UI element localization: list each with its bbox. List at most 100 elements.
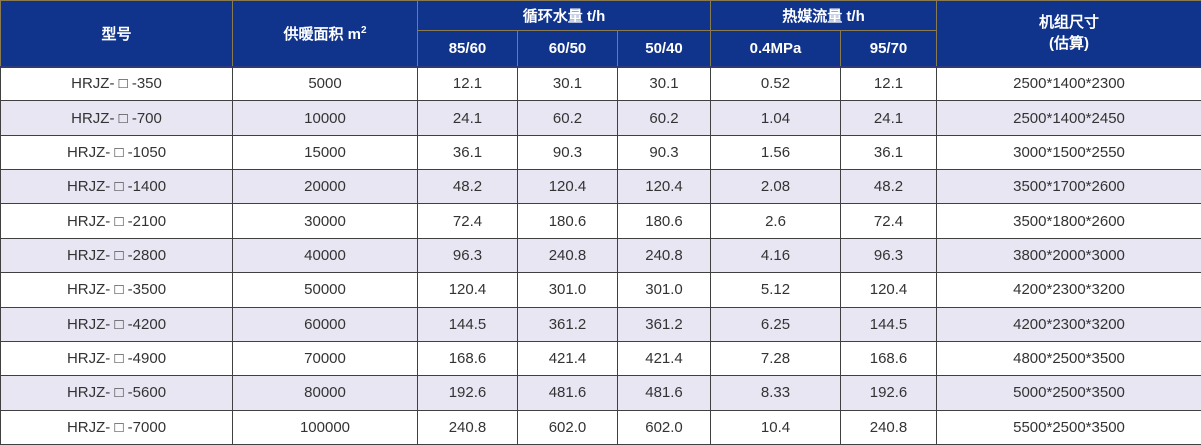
cell-0-4mpa: 1.56: [710, 134, 842, 171]
table-row: HRJZ- □ -4200 60000 144.5 361.2 361.2 6.25 144…: [0, 306, 1201, 342]
cell-95-70: 72.4: [840, 203, 938, 239]
cell-model: HRJZ- □ -2800: [0, 237, 233, 274]
header-0-4mpa: 0.4MPa: [710, 30, 842, 67]
cell-model: HRJZ- □ -4200: [0, 306, 233, 342]
cell-unit-size: 5000*2500*3500: [936, 375, 1201, 411]
cell-95-70: 168.6: [840, 340, 938, 377]
cell-unit-size: 3800*2000*3000: [936, 237, 1201, 274]
table-header: 型号 供暖面积 m2 循环水量 t/h 热媒流量 t/h 机组尺寸 (估算) 8…: [0, 0, 1201, 67]
cell-85-60: 240.8: [417, 409, 518, 445]
header-heating-area-label: 供暖面积 m: [283, 25, 361, 43]
cell-60-50: 301.0: [517, 272, 618, 308]
cell-unit-size: 2500*1400*2450: [936, 100, 1201, 136]
cell-85-60: 12.1: [417, 65, 518, 102]
header-sub-row: 85/60 60/50 50/40 0.4MPa 95/70: [1, 30, 1201, 67]
cell-50-40: 60.2: [616, 100, 712, 136]
cell-50-40: 30.1: [616, 65, 712, 102]
cell-50-40: 180.6: [616, 203, 712, 239]
header-heating-area-sup: 2: [360, 24, 367, 36]
cell-85-60: 144.5: [417, 306, 518, 342]
header-60-50: 60/50: [517, 30, 618, 67]
table-row: HRJZ- □ -4900 70000 168.6 421.4 421.4 7.28 168…: [0, 340, 1201, 377]
cell-0-4mpa: 2.08: [710, 169, 842, 205]
table-body: HRJZ- □ -350 5000 12.1 30.1 30.1 0.52 12.1 2500…: [0, 65, 1201, 445]
cell-85-60: 72.4: [417, 203, 518, 239]
cell-0-4mpa: 5.12: [710, 272, 842, 308]
cell-60-50: 240.8: [517, 237, 618, 274]
cell-unit-size: 4800*2500*3500: [936, 340, 1201, 377]
header-unit-size: 机组尺寸 (估算): [936, 0, 1201, 67]
cell-50-40: 421.4: [616, 340, 712, 377]
cell-heating-area: 10000: [232, 100, 418, 136]
cell-95-70: 12.1: [840, 65, 938, 102]
cell-heating-area: 30000: [232, 203, 418, 239]
table-row: HRJZ- □ -2100 30000 72.4 180.6 180.6 2.6 72.4 3…: [0, 203, 1201, 239]
header-unit-size-line1: 机组尺寸: [1039, 13, 1100, 31]
cell-50-40: 90.3: [616, 134, 712, 171]
cell-heating-area: 60000: [232, 306, 418, 342]
header-85-60: 85/60: [417, 30, 518, 67]
cell-60-50: 60.2: [517, 100, 618, 136]
cell-model: HRJZ- □ -2100: [0, 203, 233, 239]
cell-50-40: 301.0: [616, 272, 712, 308]
cell-95-70: 144.5: [840, 306, 938, 342]
table-row: HRJZ- □ -5600 80000 192.6 481.6 481.6 8.33 192…: [0, 375, 1201, 411]
cell-50-40: 361.2: [616, 306, 712, 342]
header-heat-medium-group: 热媒流量 t/h: [710, 0, 938, 31]
cell-heating-area: 5000: [232, 65, 418, 102]
cell-85-60: 36.1: [417, 134, 518, 171]
cell-model: HRJZ- □ -700: [0, 100, 233, 136]
cell-50-40: 602.0: [616, 409, 712, 445]
table-row: HRJZ- □ -7000 100000 240.8 602.0 602.0 10.4 24…: [0, 409, 1201, 445]
cell-model: HRJZ- □ -1400: [0, 169, 233, 205]
cell-model: HRJZ- □ -7000: [0, 409, 233, 445]
cell-unit-size: 5500*2500*3500: [936, 409, 1201, 445]
table-row: HRJZ- □ -1400 20000 48.2 120.4 120.4 2.08 48.2…: [0, 169, 1201, 205]
cell-heating-area: 50000: [232, 272, 418, 308]
cell-50-40: 481.6: [616, 375, 712, 411]
cell-95-70: 24.1: [840, 100, 938, 136]
cell-heating-area: 100000: [232, 409, 418, 445]
cell-unit-size: 4200*2300*3200: [936, 306, 1201, 342]
header-circulating-water-group: 循环水量 t/h: [416, 0, 712, 31]
cell-unit-size: 3000*1500*2550: [936, 134, 1201, 171]
cell-model: HRJZ- □ -3500: [0, 272, 233, 308]
cell-60-50: 481.6: [517, 375, 618, 411]
cell-0-4mpa: 6.25: [710, 306, 842, 342]
cell-unit-size: 3500*1800*2600: [936, 203, 1201, 239]
cell-model: HRJZ- □ -4900: [0, 340, 233, 377]
cell-heating-area: 20000: [232, 169, 418, 205]
cell-60-50: 180.6: [517, 203, 618, 239]
cell-heating-area: 15000: [232, 134, 418, 171]
header-model: 型号: [0, 0, 233, 67]
cell-60-50: 361.2: [517, 306, 618, 342]
cell-0-4mpa: 7.28: [710, 340, 842, 377]
header-heating-area: 供暖面积 m2: [232, 0, 418, 67]
table-row: HRJZ- □ -3500 50000 120.4 301.0 301.0 5.12 120…: [0, 272, 1201, 308]
cell-heating-area: 80000: [232, 375, 418, 411]
cell-0-4mpa: 2.6: [710, 203, 842, 239]
cell-60-50: 602.0: [517, 409, 618, 445]
cell-95-70: 36.1: [840, 134, 938, 171]
cell-model: HRJZ- □ -1050: [0, 134, 233, 171]
cell-85-60: 96.3: [417, 237, 518, 274]
table-row: HRJZ- □ -350 5000 12.1 30.1 30.1 0.52 12.1 2500…: [0, 65, 1201, 102]
cell-95-70: 192.6: [840, 375, 938, 411]
cell-heating-area: 70000: [232, 340, 418, 377]
cell-85-60: 168.6: [417, 340, 518, 377]
cell-60-50: 90.3: [517, 134, 618, 171]
cell-0-4mpa: 8.33: [710, 375, 842, 411]
cell-95-70: 240.8: [840, 409, 938, 445]
header-50-40: 50/40: [616, 30, 712, 67]
cell-60-50: 30.1: [517, 65, 618, 102]
cell-95-70: 96.3: [840, 237, 938, 274]
table-row: HRJZ- □ -2800 40000 96.3 240.8 240.8 4.16 96.3…: [0, 237, 1201, 274]
table-row: HRJZ- □ -700 10000 24.1 60.2 60.2 1.04 24.1 250…: [0, 100, 1201, 136]
cell-85-60: 120.4: [417, 272, 518, 308]
cell-95-70: 48.2: [840, 169, 938, 205]
cell-50-40: 240.8: [616, 237, 712, 274]
header-group-row: 型号 供暖面积 m2 循环水量 t/h 热媒流量 t/h 机组尺寸 (估算): [0, 0, 1201, 67]
cell-0-4mpa: 10.4: [710, 409, 842, 445]
